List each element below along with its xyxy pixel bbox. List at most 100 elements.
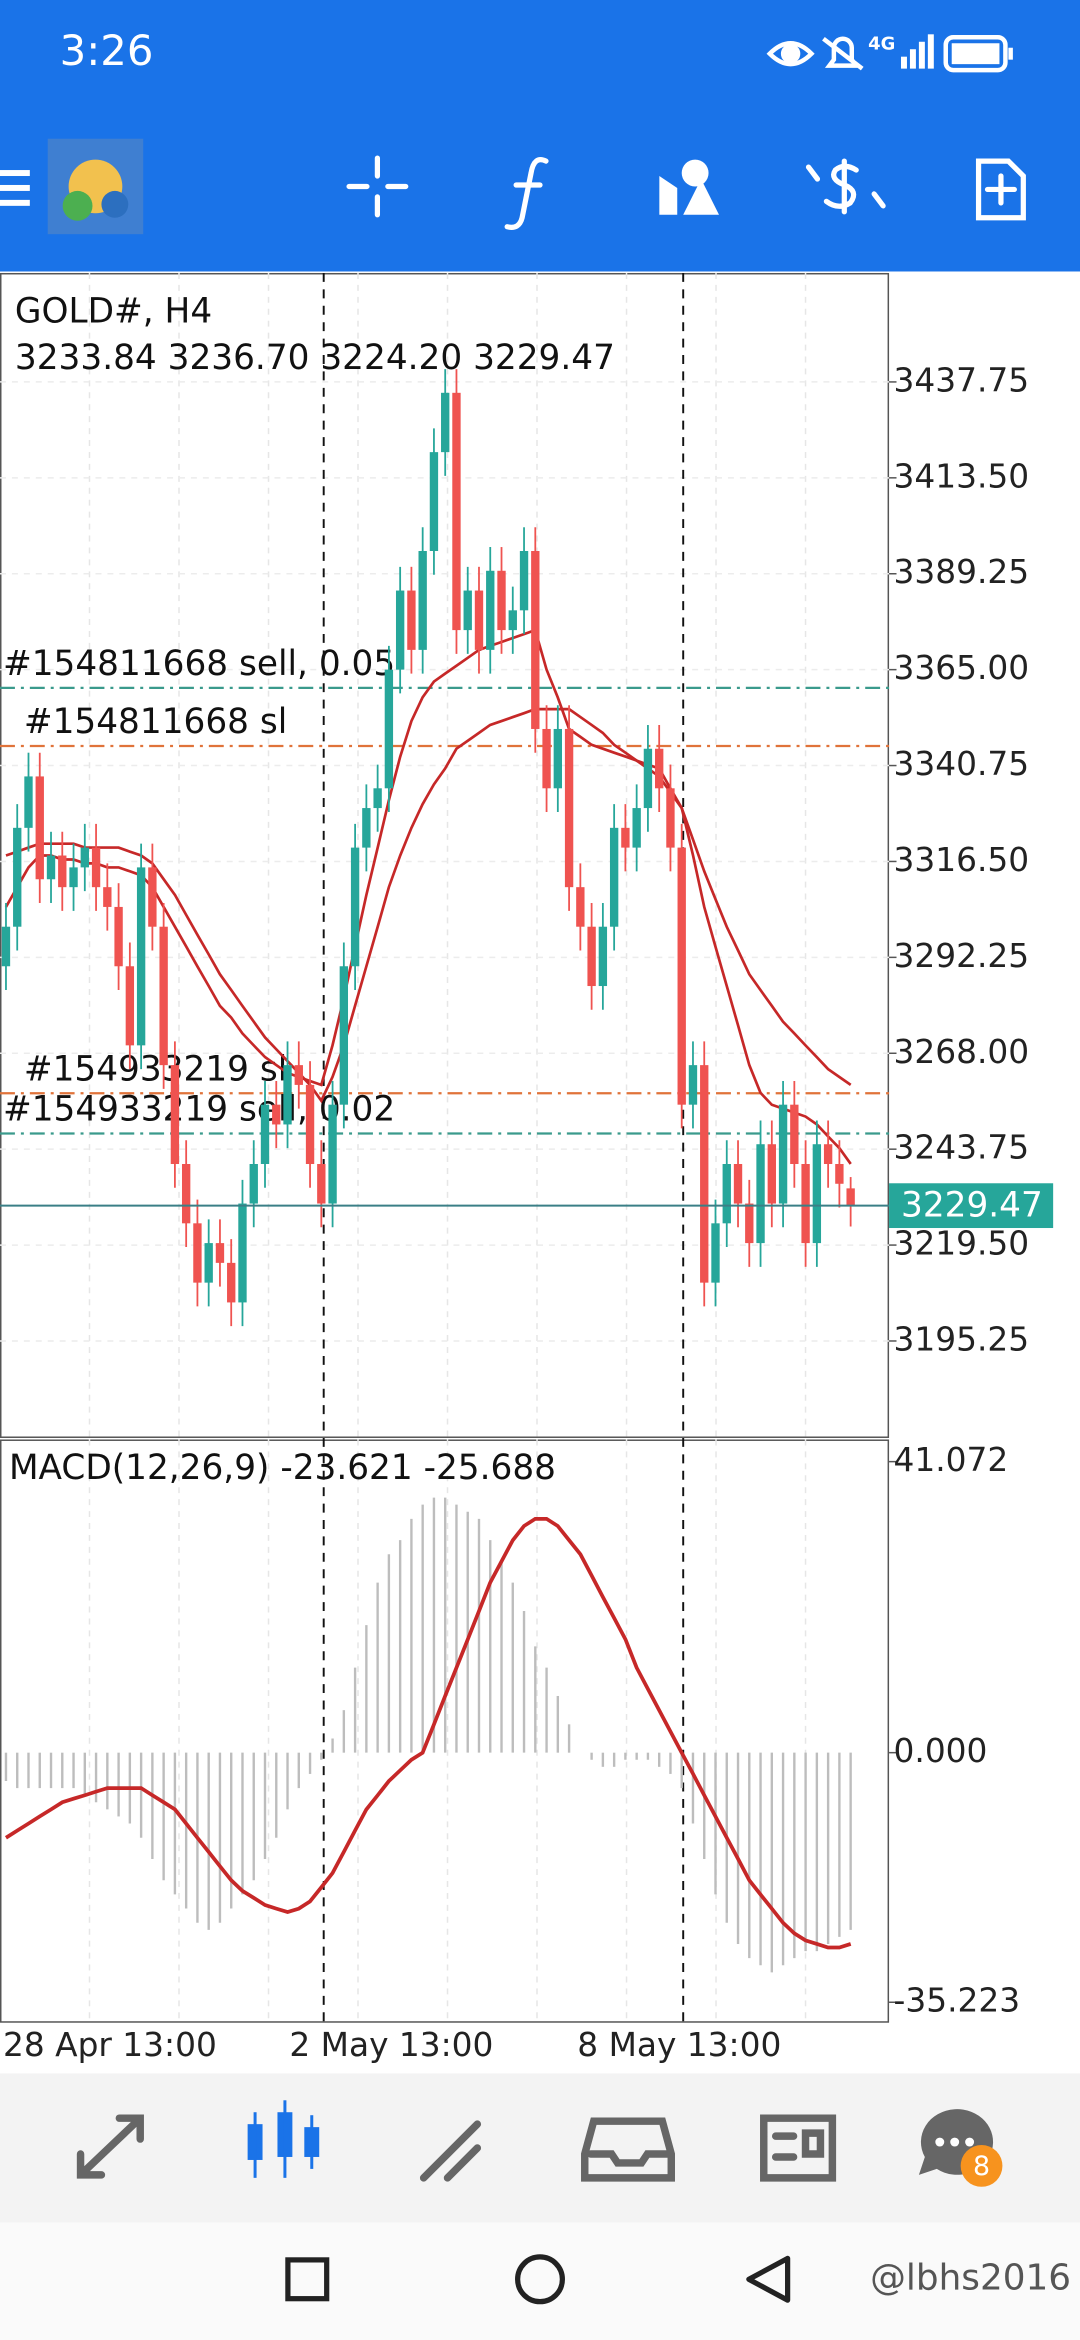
candle-body [103,887,112,907]
candle-body [463,590,472,631]
candle-body [46,855,56,880]
y-tick-label: 3219.50 [894,1225,1030,1263]
quotes-tab[interactable] [76,2114,144,2179]
candle-body [609,827,619,927]
candle-body [497,570,506,631]
price-label: 3229.47 [901,1186,1043,1226]
candle-body [733,1164,743,1204]
ohlc-label: 3233.84 3236.70 3224.20 3229.47 [15,338,615,378]
chart: 3437.75 3413.50 3389.25 3365.00 3340.75 3316.… [0,272,1054,2064]
symbol-label: GOLD#, H4 [15,292,212,332]
crosshair-button[interactable] [346,155,409,218]
news-tab[interactable] [760,2114,837,2182]
candle-body [13,827,22,927]
candle-body [215,1243,225,1263]
app-logo[interactable] [47,138,144,235]
candle-body [249,1164,258,1204]
candle-body [328,1104,337,1204]
candle-body [531,551,540,729]
candle-body [790,1104,799,1165]
price-box [889,1183,1054,1229]
candle-body [801,1164,810,1244]
candle-body [317,1164,326,1204]
indicators-button[interactable] [504,157,549,230]
macd-tick-label: 41.072 [894,1441,1009,1479]
status-time: 3:26 [60,26,154,75]
candle-body [170,1065,180,1165]
candle-body [812,1144,822,1244]
y-tick-label: 3413.50 [894,457,1030,495]
history-tab[interactable] [581,2117,675,2182]
order-label: #154933219 sl [24,1049,287,1089]
messages-tab[interactable] [918,2109,1003,2187]
candle-body [91,847,101,888]
candle-body [58,855,67,888]
candle-body [136,867,146,1046]
macd-tick-label: -35.223 [894,1982,1021,2020]
chart-tab[interactable] [247,2100,320,2178]
candle-body [339,966,349,1105]
candle-body [395,590,405,670]
macd-signal [4,1516,852,1950]
candle-body [576,887,585,927]
x-tick-label: 2 May 13:00 [289,2026,493,2064]
candle-body [846,1188,855,1206]
candle-body [711,1223,720,1283]
signal-bars [900,34,934,69]
candle-body [621,827,630,848]
candle-body [587,926,596,987]
candle-body [655,748,664,789]
candle-body [823,1144,833,1165]
candle-body [272,1104,281,1125]
candle-body [756,1144,765,1244]
candle-body [418,551,427,650]
candle-body [384,669,394,789]
candle-body [553,728,563,789]
candle-body [350,847,360,967]
home-button[interactable] [515,2254,565,2305]
message-badge: 8 [973,2151,990,2182]
candle-body [835,1164,844,1184]
candle-body [643,748,653,809]
candle-body [114,906,123,967]
y-tick-label: 3389.25 [894,553,1030,591]
candle-body [148,867,157,927]
macd-tick-label: 0.000 [894,1732,988,1770]
macd-label: MACD(12,26,9) -23.621 -25.688 [9,1448,556,1488]
trade-tab[interactable] [419,2120,482,2182]
candle-body [632,808,641,848]
y-tick-label: 3340.75 [894,745,1030,783]
candle-body [24,776,33,828]
trade-button[interactable] [805,158,886,215]
candle-body [305,1084,315,1165]
order-label: #154811668 sell, 0.05 [3,644,395,684]
candle-body [598,926,608,987]
candle-body [159,926,168,1066]
watermark: @lbhs2016 [870,2257,1071,2298]
candle-body [227,1262,236,1303]
candle-body [519,551,529,611]
y-tick-label: 3195.25 [894,1320,1030,1358]
candle-body [474,590,484,650]
objects-button[interactable] [659,159,720,215]
recents-button[interactable] [285,2257,330,2302]
bottom-nav [0,2073,1080,2223]
candle-body [722,1164,731,1224]
menu-button[interactable] [0,170,30,206]
candle-body [429,452,439,552]
candle-body [407,590,416,650]
candle-body [677,847,686,1105]
status-icons [766,35,1013,73]
back-button[interactable] [746,2255,791,2303]
x-tick-label: 28 Apr 13:00 [3,2026,217,2064]
template-button[interactable] [975,158,1026,221]
candle-body [294,1065,303,1085]
candle-body [441,392,450,453]
candle-body [362,808,371,848]
candle-body [69,867,78,888]
candle-body [508,610,517,631]
candle-body [80,847,89,868]
x-tick-label: 8 May 13:00 [577,2026,781,2064]
candle-body [688,1065,698,1105]
candle-body [564,728,574,888]
